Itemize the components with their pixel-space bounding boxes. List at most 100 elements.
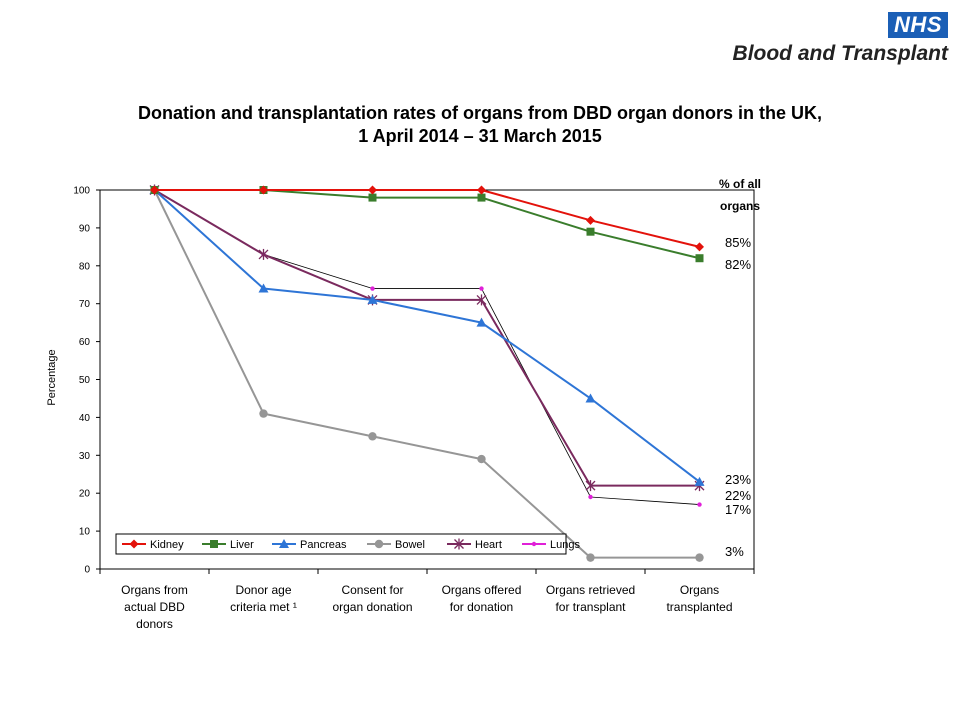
final-percent-label: 22% xyxy=(725,488,751,503)
y-tick-label: 70 xyxy=(79,299,91,310)
x-category-label: Consent for organ donation xyxy=(332,583,412,614)
data-point-lungs xyxy=(697,502,702,507)
final-percent-label: 82% xyxy=(725,257,751,272)
x-category-label-line: for transplant xyxy=(555,600,626,614)
legend-swatch-marker xyxy=(129,539,139,549)
square-marker xyxy=(210,540,218,548)
circle-marker xyxy=(368,432,377,441)
y-tick-label: 20 xyxy=(79,489,91,500)
series-bowel xyxy=(150,185,704,562)
data-point-liver xyxy=(368,193,377,202)
data-point-bowel xyxy=(477,454,486,464)
series-lungs xyxy=(152,187,702,507)
data-point-kidney xyxy=(695,242,704,252)
series-liver xyxy=(150,186,704,263)
circle-marker xyxy=(477,454,486,464)
series-line-heart xyxy=(153,189,700,487)
x-category-label-line: criteria met ¹ xyxy=(230,600,297,614)
circle-marker xyxy=(695,553,704,562)
legend-label: Liver xyxy=(230,539,254,551)
dot-marker xyxy=(531,541,537,547)
series-line-pancreas xyxy=(153,189,701,483)
legend-item-liver: Liver xyxy=(202,539,254,551)
dot-marker xyxy=(370,286,375,291)
y-tick-label: 60 xyxy=(79,337,91,348)
legend-item-bowel: Bowel xyxy=(367,539,425,551)
data-point-liver xyxy=(695,254,704,263)
legend-label: Heart xyxy=(475,539,502,551)
data-point-pancreas xyxy=(694,476,705,486)
legend-item-heart: Heart xyxy=(447,538,502,551)
triangle-marker xyxy=(476,317,487,327)
series-line-liver xyxy=(154,189,700,260)
data-point-liver xyxy=(477,193,486,202)
triangle-marker xyxy=(367,294,378,304)
data-point-bowel xyxy=(259,409,268,418)
legend-box xyxy=(115,533,567,555)
diamond-marker xyxy=(477,185,486,195)
chart-title-line-1: Donation and transplantation rates of or… xyxy=(137,103,823,123)
dot-marker xyxy=(479,286,484,291)
legend-swatch-marker xyxy=(454,538,464,550)
data-point-kidney xyxy=(477,185,486,195)
triangle-marker xyxy=(585,393,596,403)
data-point-kidney xyxy=(259,185,268,195)
final-percent-label: 17% xyxy=(725,502,751,517)
x-category-label: Organs offered for donation xyxy=(442,583,522,614)
triangle-marker xyxy=(279,539,289,548)
data-point-heart xyxy=(585,480,596,492)
circle-marker xyxy=(259,409,268,418)
legend-swatch-marker xyxy=(210,540,218,548)
diamond-marker xyxy=(368,185,377,195)
circle-marker xyxy=(374,539,384,549)
data-point-liver xyxy=(586,227,595,236)
x-category-label-line: Donor age xyxy=(235,583,291,597)
data-point-lungs xyxy=(479,286,484,291)
x-category-label-line: donors xyxy=(136,617,173,631)
circle-marker xyxy=(586,553,595,562)
data-point-kidney xyxy=(586,215,595,225)
triangle-marker xyxy=(694,476,705,486)
series-kidney xyxy=(150,185,704,252)
y-tick-label: 10 xyxy=(79,527,91,538)
series-heart xyxy=(149,184,705,492)
x-category-label-line: actual DBD xyxy=(124,600,185,614)
diamond-marker xyxy=(150,185,159,195)
y-tick-label: 30 xyxy=(79,451,91,462)
x-category-label-line: Organs retrieved xyxy=(546,583,635,597)
square-marker xyxy=(477,193,486,202)
x-category-label: Organs transplanted xyxy=(666,583,732,614)
diamond-marker xyxy=(259,185,268,195)
nhs-badge: NHS xyxy=(888,12,948,38)
dot-marker xyxy=(588,494,593,500)
legend-item-pancreas: Pancreas xyxy=(272,539,347,551)
series-line-bowel xyxy=(153,189,700,559)
square-marker xyxy=(695,254,704,263)
data-point-pancreas xyxy=(585,393,596,403)
data-point-pancreas xyxy=(476,317,487,327)
data-point-lungs xyxy=(588,494,593,500)
diamond-marker xyxy=(586,215,595,225)
percent-header-line: % of all xyxy=(719,177,761,191)
x-category-label-line: Organs offered xyxy=(442,583,522,597)
series-pancreas xyxy=(149,185,705,486)
y-tick-label: 90 xyxy=(79,223,91,234)
y-tick-label: 0 xyxy=(84,565,90,576)
y-tick-label: 80 xyxy=(79,261,91,272)
percent-header-line: organs xyxy=(720,199,760,213)
legend-label: Kidney xyxy=(150,539,184,551)
legend-swatch-marker xyxy=(279,539,289,548)
data-point-bowel xyxy=(586,553,595,562)
legend-swatch-marker xyxy=(531,541,537,547)
x-category-label-line: Organs xyxy=(680,583,719,597)
chart-title: Donation and transplantation rates of or… xyxy=(40,102,920,148)
data-point-bowel xyxy=(368,432,377,441)
legend-label: Bowel xyxy=(395,539,425,551)
data-point-lungs xyxy=(370,286,375,291)
y-tick-label: 100 xyxy=(73,186,90,197)
final-percent-label: 23% xyxy=(725,472,751,487)
dot-marker xyxy=(697,502,702,507)
legend-swatch-marker xyxy=(374,539,384,549)
data-point-heart xyxy=(476,294,487,306)
